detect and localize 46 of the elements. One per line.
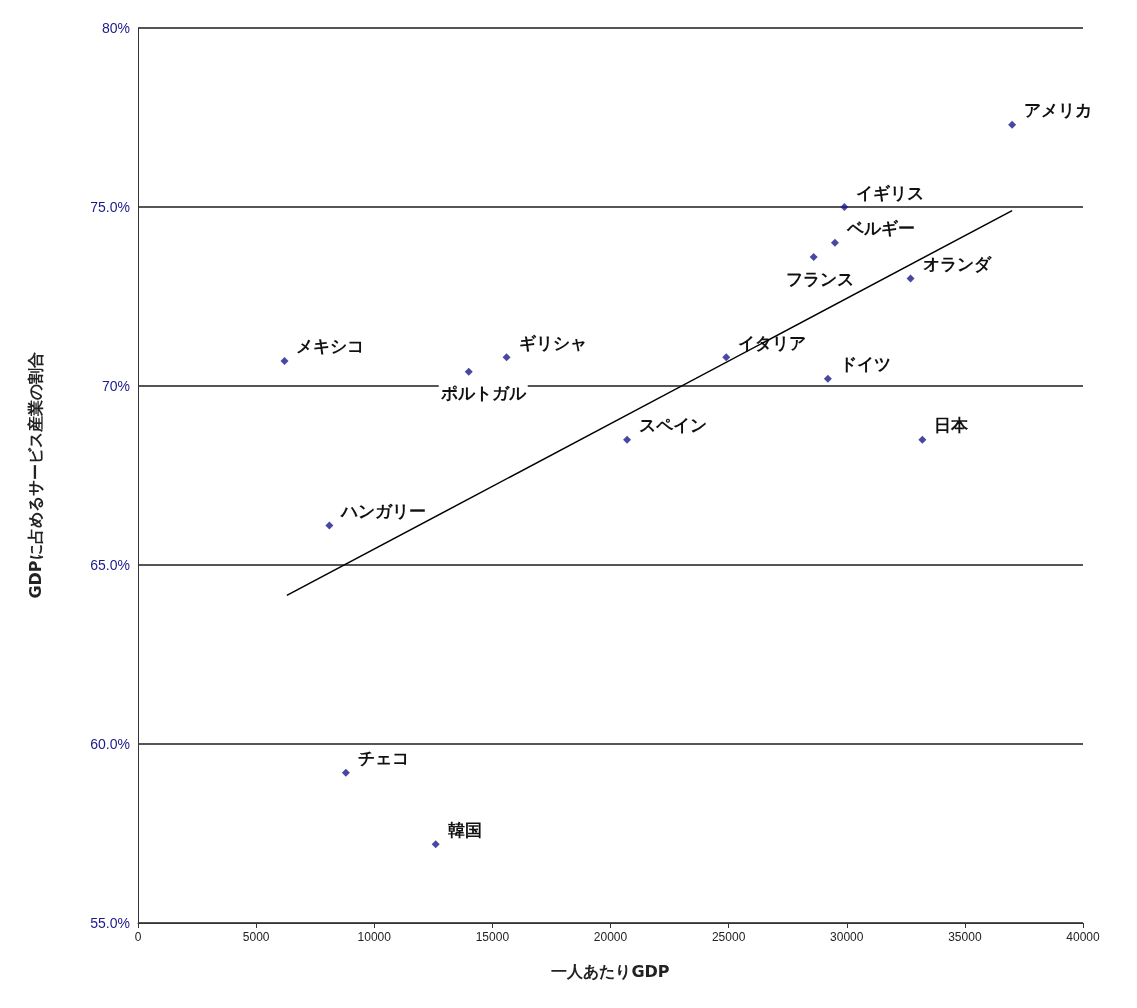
x-tick-label: 35000 <box>948 930 982 944</box>
x-tick-label: 40000 <box>1066 930 1101 944</box>
point <box>464 367 473 376</box>
annotation: アメリカ <box>1024 100 1093 121</box>
x-tick-label: 15000 <box>475 930 510 944</box>
point <box>325 521 334 530</box>
point <box>502 353 511 362</box>
point <box>341 768 350 777</box>
annotation: ドイツ <box>839 354 891 375</box>
y-tick-label: 75.0% <box>90 199 130 215</box>
x-tick-label: 10000 <box>357 930 392 944</box>
x-tick-label: 20000 <box>593 930 628 944</box>
annotation: メキシコ <box>296 336 365 357</box>
annotation: スペイン <box>639 415 708 436</box>
point <box>830 238 839 247</box>
y-tick-label: 60.0% <box>90 736 130 752</box>
annotation: ベルギー <box>845 218 915 239</box>
annotation: ギリシャ <box>518 332 587 353</box>
x-tick-label: 30000 <box>830 930 864 944</box>
y-axis-title: GDPに占めるサービス産業の割合 <box>25 352 45 599</box>
x-tick-label: 0 <box>134 930 142 944</box>
y-tick-label: 55.0% <box>90 915 130 931</box>
annotation: ハンガリー <box>339 501 427 522</box>
y-tick-label: 65.0% <box>90 557 130 573</box>
annotation: フランス <box>785 268 854 289</box>
annotation: 韓国 <box>447 819 482 840</box>
y-tick-label: 80% <box>101 20 130 36</box>
y-tick-label: 70% <box>101 378 130 394</box>
annotation: チェコ <box>357 748 409 769</box>
point <box>918 435 927 444</box>
point <box>823 374 832 383</box>
point <box>1008 120 1017 129</box>
point <box>840 203 849 211</box>
point <box>809 253 818 262</box>
annotation: イギリス <box>856 182 925 203</box>
x-axis-title: 一人あたりGDP <box>551 961 670 981</box>
point <box>431 840 440 849</box>
x-tick-label: 5000 <box>242 930 270 944</box>
point <box>280 356 289 365</box>
annotation: ポルトガル <box>439 383 527 404</box>
annotation: オランダ <box>922 254 992 275</box>
x-tick-label: 25000 <box>711 930 746 944</box>
point <box>906 274 915 283</box>
point <box>722 353 731 362</box>
point <box>623 435 632 444</box>
annotation: 日本 <box>934 415 970 436</box>
